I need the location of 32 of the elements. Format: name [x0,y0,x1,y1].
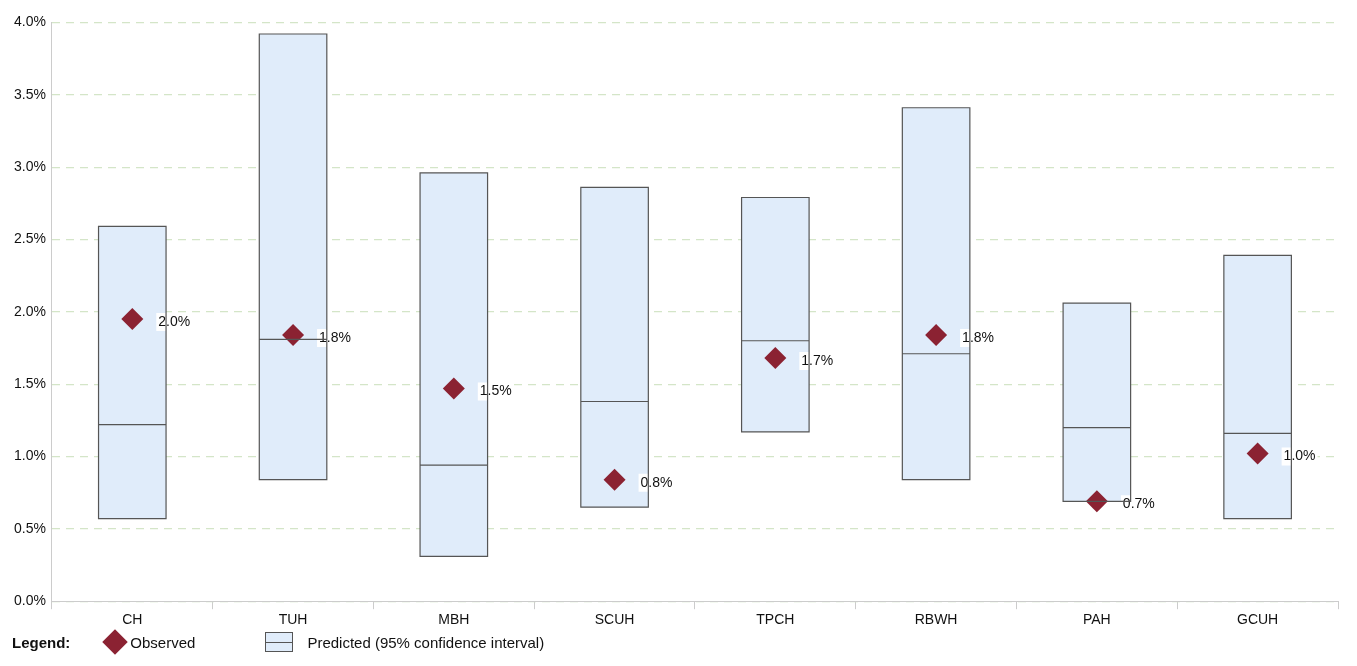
x-tick-label: TPCH [756,611,795,628]
legend-title: Legend: [12,633,71,651]
data-label: 0.7% [1122,495,1155,512]
y-tick-label: 3.5% [13,85,46,102]
point [1085,490,1108,513]
x-tick-label: RBWH [914,611,958,628]
legend-label: Predicted (95% confidence interval) [307,633,545,651]
point [925,323,948,346]
y-tick-label: 4.0% [13,13,46,30]
point [764,347,787,370]
data-label: 1.8% [962,328,995,345]
x-tick-label: GCUH [1237,611,1279,628]
y-tick-label: 0.0% [13,592,46,609]
x-tick-label: CH [122,611,143,628]
y-tick-label: 1.5% [13,375,46,392]
point [1246,442,1269,465]
y-tick-label: 2.5% [13,230,46,247]
x-tick-label: PAH [1082,611,1111,628]
point [442,377,465,400]
data-label: 2.0% [158,312,191,329]
point [282,323,305,346]
y-tick-label: 2.0% [13,302,46,319]
y-tick-label: 0.5% [13,519,46,536]
legend-label: Observed [130,633,196,651]
x-tick-label: MBH [438,611,470,628]
x-tick-label: TUH [278,611,308,628]
x-tick-label: SCUH [594,611,635,628]
y-tick-label: 1.0% [13,447,46,464]
point [603,468,626,491]
point [121,308,144,331]
y-tick-label: 3.0% [13,157,46,174]
data-label: 1.7% [801,351,834,368]
